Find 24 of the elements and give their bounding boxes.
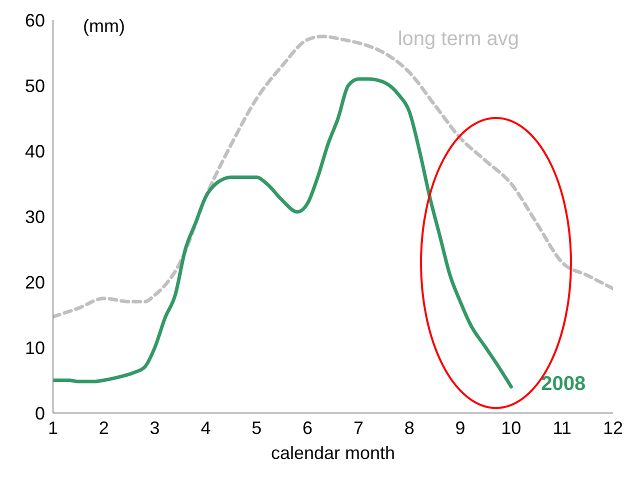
y-tick-label: 40	[24, 141, 45, 162]
y-axis-title: (mm)	[83, 16, 125, 37]
x-tick-label: 11	[552, 418, 572, 438]
x-axis-title: calendar month	[270, 443, 396, 463]
x-tick-label: 3	[150, 418, 160, 438]
x-tick-label: 7	[353, 418, 364, 438]
y-tick-label: 50	[24, 76, 45, 96]
x-tick-label: 6	[302, 418, 313, 438]
line-series	[53, 77, 513, 389]
series-label: 2008	[541, 372, 586, 396]
x-tick-label: 8	[404, 418, 414, 438]
y-tick-label: 60	[24, 10, 45, 30]
x-tick-label: 9	[455, 418, 466, 438]
x-tick-label: 5	[252, 418, 262, 438]
x-tick-label: 10	[501, 418, 522, 438]
y-tick-label: 30	[24, 206, 45, 227]
series-label: long term avg	[398, 28, 519, 52]
y-tick-label: 10	[24, 338, 45, 358]
x-tick-label: 4	[200, 418, 211, 438]
x-tick-label: 1	[48, 418, 58, 438]
y-tick-label: 20	[24, 272, 45, 292]
x-tick-label: 12	[602, 418, 624, 438]
y-tick-label: 0	[34, 403, 45, 424]
x-tick-label: 2	[98, 418, 109, 438]
